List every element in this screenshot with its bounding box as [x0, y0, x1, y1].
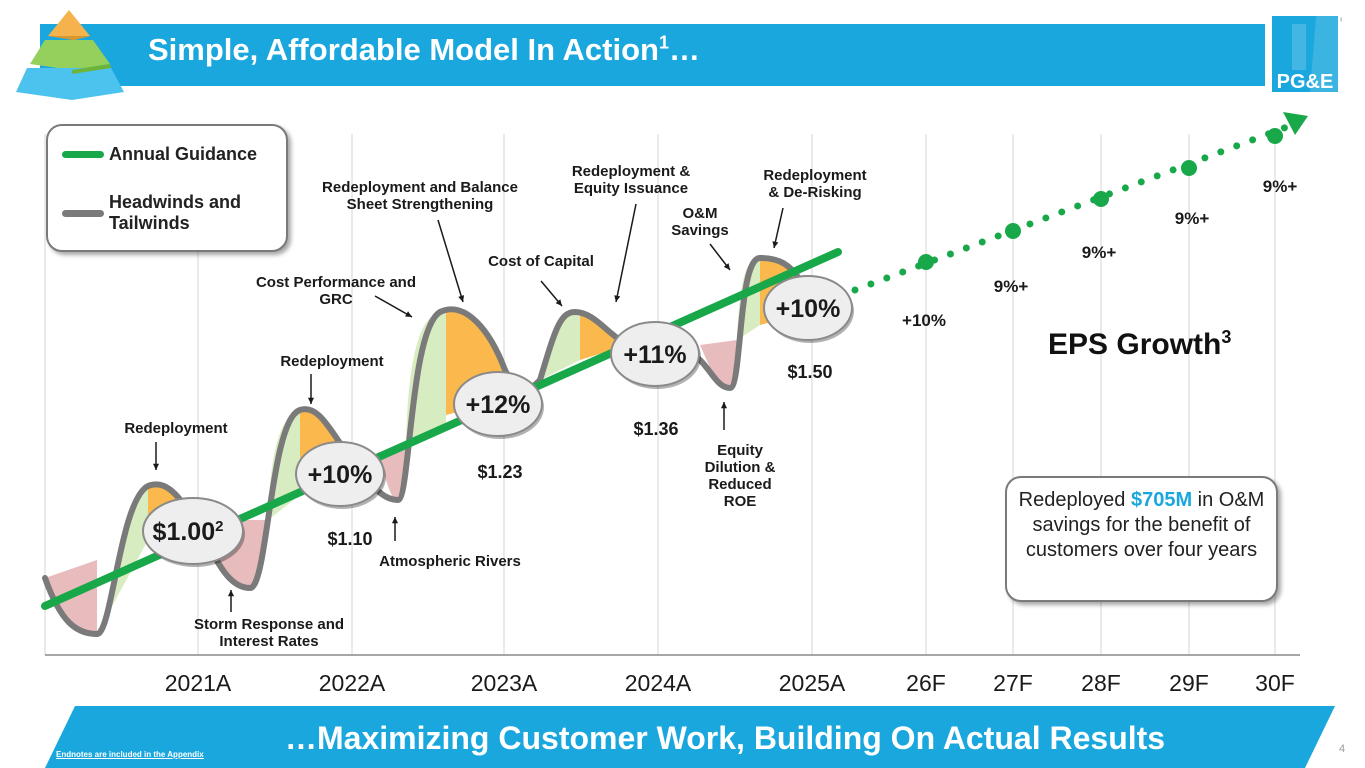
forecast-growth-label: 9%+: [994, 277, 1029, 296]
eps-growth-title: EPS Growth3: [1048, 327, 1232, 361]
growth-badge: [453, 371, 543, 437]
annotation-label: Redeployment & Equity Issuance: [572, 163, 691, 197]
header-bar: [40, 24, 1265, 86]
annotation-label: Redeployment & De-Risking: [763, 167, 866, 201]
x-tick-label: 28F: [1081, 670, 1121, 696]
x-tick-label: 2025A: [779, 670, 846, 696]
annotation-arrowhead: [720, 402, 728, 409]
annotation-label: Redeployment: [124, 420, 227, 437]
legend-label: Headwinds and Tailwinds: [109, 192, 242, 233]
wave-fill-tailwind: [97, 486, 148, 634]
x-tick-label: 29F: [1169, 670, 1209, 696]
annotation-label: Cost of Capital: [488, 253, 594, 270]
annotation-arrowhead: [772, 241, 779, 248]
eps-label: $1.50: [787, 362, 832, 382]
legend-swatch-guidance: [62, 151, 104, 158]
forecast-point: [918, 254, 934, 270]
x-tick-label: 30F: [1255, 670, 1295, 696]
x-tick-label: 2024A: [625, 670, 692, 696]
legend-swatch-headwinds: [62, 209, 104, 217]
growth-badge-label: +11%: [623, 341, 686, 369]
growth-badge: [763, 275, 853, 341]
x-tick-label: 2021A: [165, 670, 232, 696]
annotation-label: Redeployment: [280, 353, 383, 370]
savings-callout: Redeployed $705M in O&M savings for the …: [1005, 476, 1278, 602]
forecast-arrow-icon: [1283, 112, 1308, 135]
savings-highlight: $705M: [1130, 489, 1193, 511]
x-tick-label: 26F: [906, 670, 946, 696]
eps-label: $1.10: [327, 529, 372, 549]
annotation-arrowhead: [227, 590, 235, 597]
legend-item-guidance: Annual Guidance: [62, 144, 269, 165]
annotation-arrowhead: [723, 263, 730, 270]
wave-fill-headwind: [378, 445, 406, 500]
forecast-point: [1267, 128, 1283, 144]
endnote-link[interactable]: Endnotes are included in the Appendix: [56, 750, 204, 759]
wave-fill-redeployment: [580, 312, 615, 360]
forecast-dotted-line: [851, 118, 1304, 294]
annotation-arrowhead: [458, 295, 465, 302]
forecast-growth-label: 9%+: [1082, 243, 1117, 262]
eps-label: $1.36: [633, 419, 678, 439]
annotation-arrowhead: [405, 311, 412, 317]
legend-item-headwinds: Headwinds and Tailwinds: [62, 192, 269, 234]
annotation-label: O&M Savings: [671, 205, 729, 239]
eps-label: $1.23: [477, 462, 522, 482]
x-tick-label: 2023A: [471, 670, 538, 696]
annotation-label: Equity Dilution & Reduced ROE: [705, 442, 776, 510]
footer-bar: [45, 706, 1335, 768]
annotation-arrow: [615, 203, 637, 303]
growth-badge-label: +12%: [466, 391, 531, 419]
logo-text: PG&E: [1277, 71, 1334, 93]
page-number: 4: [1339, 743, 1346, 755]
series-headwinds-tailwinds: [42, 255, 803, 637]
eps-label: $1.002: [153, 518, 224, 546]
footer-title: …Maximizing Customer Work, Building On A…: [285, 720, 1166, 756]
annotation-arrow: [374, 295, 413, 318]
forecast-growth-label: 9%+: [1175, 209, 1210, 228]
legend: Annual Guidance Headwinds and Tailwinds: [46, 124, 288, 252]
annotation-arrowhead: [614, 295, 621, 302]
growth-badge-label: +10%: [308, 461, 373, 489]
annotation-label: Storm Response and Interest Rates: [194, 616, 344, 650]
annotation-arrowhead: [391, 517, 399, 524]
forecast-point: [1181, 160, 1197, 176]
svg-text:®: ®: [1340, 17, 1342, 24]
x-tick-label: 27F: [993, 670, 1033, 696]
growth-badge: [295, 441, 385, 507]
x-tick-label: 2022A: [319, 670, 386, 696]
annotation-arrowhead: [307, 397, 315, 404]
annotation-label: Atmospheric Rivers: [379, 553, 521, 570]
forecast-point: [1093, 191, 1109, 207]
pge-logo: PG&E ®: [1272, 16, 1342, 93]
page-title: Simple, Affordable Model In Action1…: [148, 32, 700, 67]
annotation-arrow: [773, 207, 784, 249]
annotation-arrowhead: [555, 299, 562, 306]
pyramid-icon: [16, 10, 124, 100]
wave-fill-tailwind: [540, 312, 580, 380]
legend-label: Annual Guidance: [109, 144, 258, 164]
forecast-growth-label: 9%+: [1263, 177, 1298, 196]
annotation-arrowhead: [152, 463, 160, 470]
wave-fill-headwind: [700, 340, 737, 388]
annotation-label: Cost Performance and GRC: [256, 274, 416, 308]
annotation-label: Redeployment and Balance Sheet Strengthen…: [322, 179, 518, 213]
forecast-point: [1005, 223, 1021, 239]
annotation-arrow: [437, 219, 464, 303]
eps-badge-2021: [142, 497, 244, 565]
growth-badge: [610, 321, 700, 387]
forecast-growth-label: +10%: [902, 311, 946, 330]
growth-badge-label: +10%: [776, 295, 841, 323]
wave-fill-tailwind: [406, 312, 446, 445]
